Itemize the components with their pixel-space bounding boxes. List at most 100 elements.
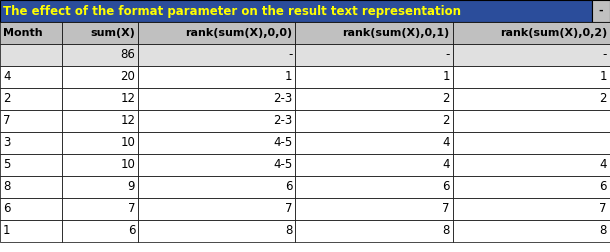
Bar: [453, 44, 610, 66]
Text: -: -: [288, 48, 292, 61]
Bar: [453, 220, 610, 242]
Bar: [0, 44, 62, 66]
Text: 2: 2: [442, 114, 450, 128]
Bar: [453, 66, 610, 88]
Bar: [295, 22, 453, 44]
Text: 86: 86: [120, 48, 135, 61]
Bar: [295, 220, 453, 242]
Text: 1: 1: [285, 71, 292, 83]
Text: 2: 2: [442, 92, 450, 106]
Bar: [0, 198, 62, 220]
Bar: [138, 66, 295, 88]
Text: 2: 2: [600, 92, 607, 106]
Text: -: -: [445, 48, 450, 61]
Text: 20: 20: [120, 71, 135, 83]
Bar: [453, 110, 610, 132]
Bar: [295, 176, 453, 198]
Bar: [295, 88, 453, 110]
Text: Month: Month: [3, 28, 43, 38]
Bar: [138, 198, 295, 220]
Text: 4-5: 4-5: [273, 137, 292, 149]
Bar: [453, 22, 610, 44]
Text: -: -: [598, 6, 603, 16]
Bar: [138, 110, 295, 132]
Bar: [0, 0, 592, 22]
Text: 4-5: 4-5: [273, 159, 292, 172]
Bar: [295, 198, 453, 220]
Text: 9: 9: [127, 180, 135, 194]
Bar: [62, 198, 138, 220]
Text: 4: 4: [600, 159, 607, 172]
Bar: [0, 154, 62, 176]
Bar: [592, 0, 610, 22]
Bar: [138, 88, 295, 110]
Bar: [62, 132, 138, 154]
Bar: [138, 176, 295, 198]
Text: 6: 6: [3, 203, 10, 215]
Bar: [0, 88, 62, 110]
Text: 1: 1: [600, 71, 607, 83]
Text: 6: 6: [127, 225, 135, 237]
Text: 2: 2: [3, 92, 10, 106]
Bar: [0, 110, 62, 132]
Bar: [138, 220, 295, 242]
Bar: [453, 154, 610, 176]
Text: 4: 4: [3, 71, 10, 83]
Bar: [62, 176, 138, 198]
Bar: [0, 132, 62, 154]
Bar: [453, 132, 610, 154]
Bar: [138, 22, 295, 44]
Text: 7: 7: [3, 114, 10, 128]
Text: 4: 4: [442, 159, 450, 172]
Bar: [0, 66, 62, 88]
Bar: [0, 220, 62, 242]
Text: 2-3: 2-3: [273, 92, 292, 106]
Bar: [138, 44, 295, 66]
Text: 10: 10: [120, 159, 135, 172]
Bar: [138, 154, 295, 176]
Text: 8: 8: [285, 225, 292, 237]
Bar: [62, 220, 138, 242]
Bar: [62, 88, 138, 110]
Bar: [295, 44, 453, 66]
Text: -: -: [603, 48, 607, 61]
Bar: [295, 154, 453, 176]
Text: 5: 5: [3, 159, 10, 172]
Text: rank(sum(X),0,0): rank(sum(X),0,0): [185, 28, 292, 38]
Text: 1: 1: [442, 71, 450, 83]
Text: sum(X): sum(X): [90, 28, 135, 38]
Text: 6: 6: [285, 180, 292, 194]
Text: rank(sum(X),0,1): rank(sum(X),0,1): [342, 28, 450, 38]
Bar: [62, 22, 138, 44]
Text: 8: 8: [3, 180, 10, 194]
Text: 8: 8: [600, 225, 607, 237]
Bar: [62, 154, 138, 176]
Bar: [295, 132, 453, 154]
Text: 10: 10: [120, 137, 135, 149]
Bar: [453, 176, 610, 198]
Bar: [62, 44, 138, 66]
Text: 3: 3: [3, 137, 10, 149]
Text: 7: 7: [285, 203, 292, 215]
Text: 7: 7: [442, 203, 450, 215]
Text: 6: 6: [600, 180, 607, 194]
Text: 7: 7: [127, 203, 135, 215]
Text: 8: 8: [442, 225, 450, 237]
Bar: [295, 66, 453, 88]
Text: 2-3: 2-3: [273, 114, 292, 128]
Text: 7: 7: [600, 203, 607, 215]
Text: rank(sum(X),0,2): rank(sum(X),0,2): [500, 28, 607, 38]
Bar: [0, 22, 62, 44]
Bar: [453, 88, 610, 110]
Bar: [0, 176, 62, 198]
Text: The effect of the format parameter on the result text representation: The effect of the format parameter on th…: [3, 5, 461, 17]
Bar: [138, 132, 295, 154]
Bar: [295, 110, 453, 132]
Bar: [453, 198, 610, 220]
Bar: [62, 110, 138, 132]
Text: 4: 4: [442, 137, 450, 149]
Text: 1: 1: [3, 225, 10, 237]
Bar: [62, 66, 138, 88]
Text: 12: 12: [120, 114, 135, 128]
Text: 12: 12: [120, 92, 135, 106]
